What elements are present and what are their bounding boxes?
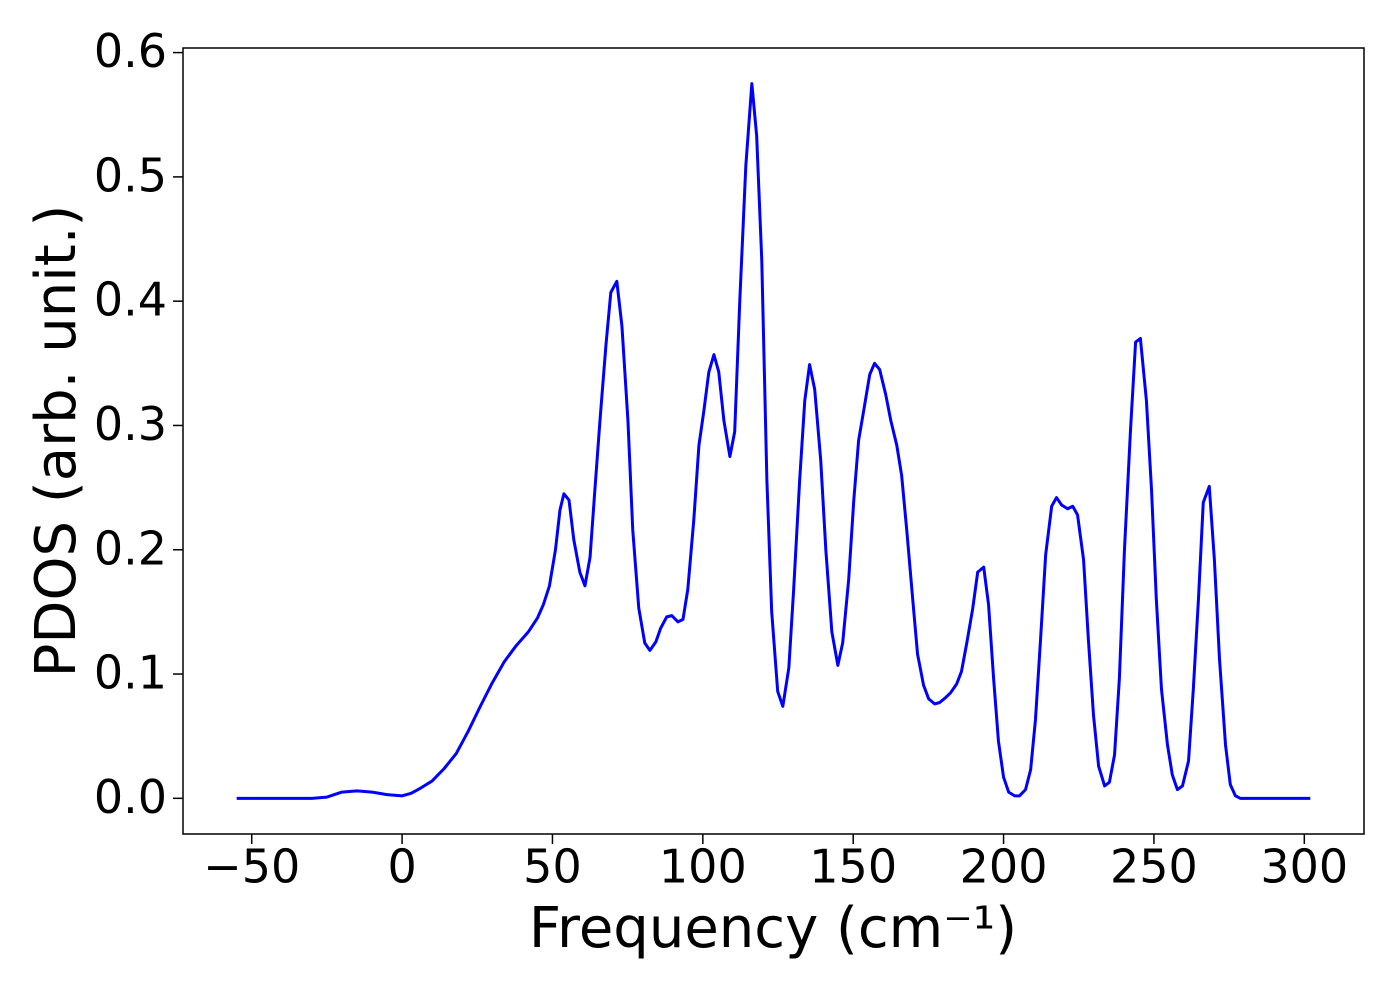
x-tick-label: 150	[809, 840, 897, 894]
x-tick-label: 250	[1110, 840, 1198, 894]
y-tick-label: 0.3	[94, 397, 167, 451]
y-tick-label: 0.1	[94, 646, 167, 700]
y-tick-label: 0.4	[94, 273, 167, 327]
y-axis-label: PDOS (arb. unit.)	[24, 205, 89, 678]
plot-frame	[182, 47, 1365, 835]
y-tick-label: 0.2	[94, 521, 167, 575]
x-tick-label: 100	[659, 840, 747, 894]
data-line	[236, 82, 1311, 800]
y-tick-label: 0.5	[94, 148, 167, 202]
x-tick-label: 0	[387, 840, 416, 894]
x-tick-label: −50	[203, 840, 300, 894]
x-tick-label: 50	[523, 840, 582, 894]
y-tick-label: 0.0	[94, 770, 167, 824]
x-tick-label: 200	[960, 840, 1048, 894]
y-tick-label: 0.6	[94, 24, 167, 78]
x-tick-label: 300	[1260, 840, 1348, 894]
x-axis-label: Frequency (cm⁻¹)	[529, 896, 1017, 961]
